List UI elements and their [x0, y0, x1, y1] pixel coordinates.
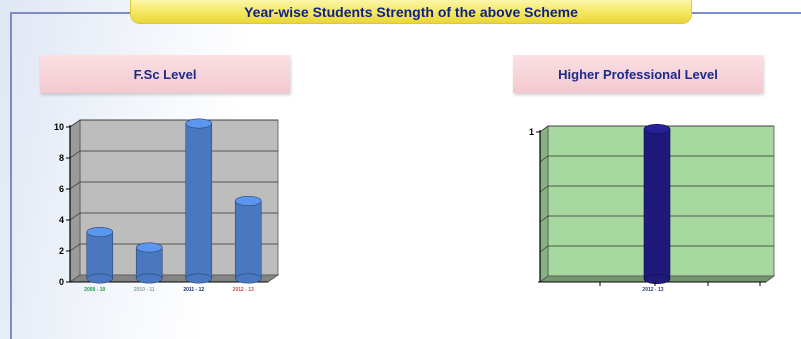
fsc-y-tick-label: 4 — [59, 215, 64, 225]
hpl-gridline — [539, 185, 774, 193]
fsc-bar-base — [135, 273, 163, 284]
fsc-x-tick-label: 2011 - 12 — [183, 287, 204, 293]
hpl-y-tick-label: 1 — [529, 127, 534, 137]
fsc-bar-base — [86, 273, 114, 284]
fsc-bar — [185, 123, 213, 279]
hpl-bar — [643, 128, 671, 280]
hpl-gridline — [539, 215, 774, 223]
fsc-bar-top — [185, 118, 213, 129]
hpl-gridline — [539, 245, 774, 253]
fsc-y-tick-label: 2 — [59, 246, 64, 256]
fsc-bar — [234, 200, 262, 279]
banner-title: Year-wise Students Strength of the above… — [130, 0, 692, 24]
fsc-x-tick-label: 2010 - 11 — [134, 287, 155, 293]
higher-professional-level-label: Higher Professional Level — [513, 55, 763, 93]
fsc-bar — [135, 247, 163, 279]
fsc-y-tick-label: 8 — [59, 153, 64, 163]
fsc-bar-top — [234, 196, 262, 206]
fsc-y-tick-label: 0 — [59, 277, 64, 287]
fsc-bar — [86, 231, 114, 279]
hpl-bar-base — [643, 274, 671, 284]
hpl-side-wall — [539, 125, 549, 283]
fsc-y-tick-label: 10 — [54, 122, 64, 132]
fsc-level-label: F.Sc Level — [40, 55, 290, 93]
fsc-bar-top — [135, 242, 163, 253]
fsc-x-tick-label: 2009 - 10 — [84, 287, 105, 293]
fsc-bar-top — [86, 227, 114, 237]
fsc-side-wall — [69, 119, 81, 283]
fsc-y-tick-label: 6 — [59, 184, 64, 194]
hpl-bar-top — [643, 124, 671, 134]
fsc-gridline — [69, 119, 278, 128]
frame-line-top-left — [10, 12, 135, 14]
frame-line-left — [10, 12, 12, 339]
fsc-bar-base — [185, 273, 213, 284]
frame-line-top-right — [690, 12, 801, 14]
hpl-gridline — [539, 155, 774, 163]
fsc-bar-base — [234, 273, 262, 284]
fsc-x-tick-label: 2012 - 13 — [233, 287, 254, 293]
hpl-x-tick-label: 2012 - 13 — [642, 287, 663, 293]
hpl-gridline — [539, 125, 774, 133]
